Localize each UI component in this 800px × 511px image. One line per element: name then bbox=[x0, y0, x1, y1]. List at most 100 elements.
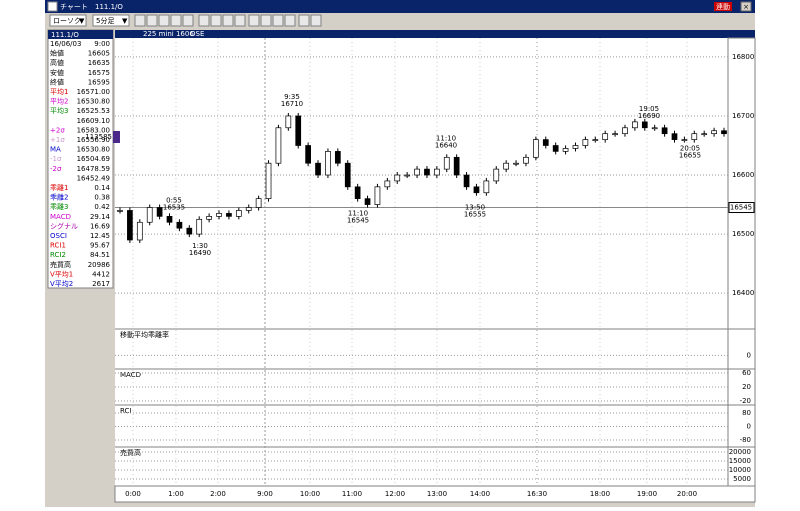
annotation-price: 16710 bbox=[281, 100, 303, 108]
candle bbox=[404, 174, 410, 177]
link-button[interactable] bbox=[714, 2, 732, 11]
candle bbox=[354, 186, 361, 200]
y-tick-label: 16800 bbox=[732, 53, 754, 61]
y-tick-label: 16700 bbox=[732, 112, 754, 120]
info-label: V平均1 bbox=[50, 269, 73, 278]
chart-header-bg bbox=[115, 30, 755, 38]
candle bbox=[275, 127, 282, 164]
tool-button[interactable] bbox=[170, 14, 182, 27]
x-tick-label: 16:30 bbox=[527, 490, 547, 498]
tool-button[interactable] bbox=[284, 14, 296, 27]
candle bbox=[483, 180, 490, 194]
tool-button[interactable] bbox=[248, 14, 260, 27]
info-label: 終値 bbox=[50, 77, 64, 86]
annotation-time: 0:55 bbox=[166, 196, 182, 204]
candle bbox=[265, 162, 272, 200]
info-value: 16595 bbox=[88, 78, 110, 86]
tool-button[interactable] bbox=[198, 14, 210, 27]
info-value: 16504.69 bbox=[77, 155, 110, 163]
candle bbox=[414, 168, 420, 176]
tool-button[interactable] bbox=[260, 14, 272, 27]
info-value: 16605 bbox=[88, 50, 110, 58]
panel-title: MACD bbox=[120, 371, 141, 379]
plot-area bbox=[115, 38, 728, 486]
candle bbox=[374, 186, 381, 205]
tool-button[interactable] bbox=[310, 14, 322, 27]
annotation-time: 19:05 bbox=[639, 105, 659, 113]
tool-button[interactable] bbox=[234, 14, 246, 27]
annotation-price: 16640 bbox=[435, 141, 457, 149]
x-tick-label: 12:00 bbox=[385, 490, 405, 498]
candle bbox=[434, 168, 440, 176]
info-value: 16530.80 bbox=[77, 98, 110, 106]
info-value: 4412 bbox=[92, 270, 110, 278]
tool-button[interactable] bbox=[134, 14, 146, 27]
info-label: 平均3 bbox=[50, 106, 68, 115]
toolbar-icons bbox=[134, 14, 322, 27]
x-tick-label: 14:00 bbox=[470, 490, 490, 498]
interval-dropdown[interactable] bbox=[92, 14, 130, 27]
candle bbox=[453, 156, 460, 176]
price-axis bbox=[727, 37, 756, 487]
info-label: +1σ bbox=[50, 136, 65, 144]
close-icon[interactable]: × bbox=[743, 3, 749, 11]
style-dropdown[interactable] bbox=[49, 14, 87, 27]
info-header: 111.1/O bbox=[51, 31, 79, 39]
info-value: 16575 bbox=[88, 69, 110, 77]
candle bbox=[641, 121, 648, 129]
dropdown-arrow[interactable]: ▼ bbox=[79, 17, 85, 25]
info-value: 29.14 bbox=[90, 213, 111, 221]
info-value: 95.67 bbox=[90, 242, 110, 250]
app-title: チャート bbox=[60, 3, 88, 11]
candle bbox=[671, 133, 678, 140]
candle bbox=[394, 174, 401, 182]
tool-button[interactable] bbox=[158, 14, 170, 27]
tool-button[interactable] bbox=[272, 14, 284, 27]
y-tick-label: -80 bbox=[740, 436, 751, 444]
info-value: 84.51 bbox=[90, 251, 110, 259]
tool-button[interactable] bbox=[182, 14, 194, 27]
candle bbox=[305, 145, 311, 164]
tool-button[interactable] bbox=[298, 14, 310, 27]
close-button[interactable] bbox=[740, 1, 752, 12]
candle bbox=[443, 156, 450, 170]
style-dropdown-text[interactable]: ローソク bbox=[53, 17, 81, 25]
info-label: 乖離1 bbox=[50, 183, 68, 192]
dropdown-arrow[interactable]: ▼ bbox=[122, 17, 128, 25]
candle bbox=[582, 139, 589, 146]
candle bbox=[542, 139, 549, 146]
tool-button[interactable] bbox=[210, 14, 222, 27]
candle bbox=[661, 127, 668, 135]
info-value: 16583.00 bbox=[77, 126, 110, 134]
time-axis bbox=[114, 485, 756, 503]
candle bbox=[117, 210, 123, 212]
info-value: 16.69 bbox=[90, 222, 110, 230]
candle bbox=[245, 207, 252, 211]
info-label: +2σ bbox=[50, 126, 65, 134]
candle bbox=[235, 210, 242, 217]
x-tick-label: 2:00 bbox=[210, 490, 226, 498]
tool-button[interactable] bbox=[146, 14, 158, 27]
candle bbox=[384, 180, 391, 188]
x-tick-label: 19:00 bbox=[637, 490, 657, 498]
candle bbox=[592, 139, 599, 141]
interval-dropdown-text[interactable]: 5分足 bbox=[96, 16, 114, 25]
y-tick-label: 15000 bbox=[729, 457, 751, 465]
info-value: 16530.80 bbox=[77, 146, 110, 154]
info-value: 16635 bbox=[88, 59, 110, 67]
y-tick-label: 20 bbox=[742, 383, 751, 391]
info-label: 始値 bbox=[50, 49, 64, 58]
window-symbol: 111.1/O bbox=[95, 3, 123, 11]
y-tick-label: 16500 bbox=[732, 230, 754, 238]
tool-button[interactable] bbox=[222, 14, 234, 27]
x-tick-label: 11:00 bbox=[342, 490, 362, 498]
y-tick-label: 5000 bbox=[733, 475, 751, 483]
candle bbox=[513, 162, 519, 165]
y-tick-label: 60 bbox=[742, 369, 751, 377]
panel-title: 売買高 bbox=[120, 448, 141, 457]
candle bbox=[186, 227, 193, 235]
info-label: MA bbox=[50, 146, 61, 154]
candle bbox=[176, 221, 183, 229]
link-button-text[interactable]: 連動 bbox=[716, 2, 730, 11]
annotation-price: 16690 bbox=[638, 112, 660, 120]
